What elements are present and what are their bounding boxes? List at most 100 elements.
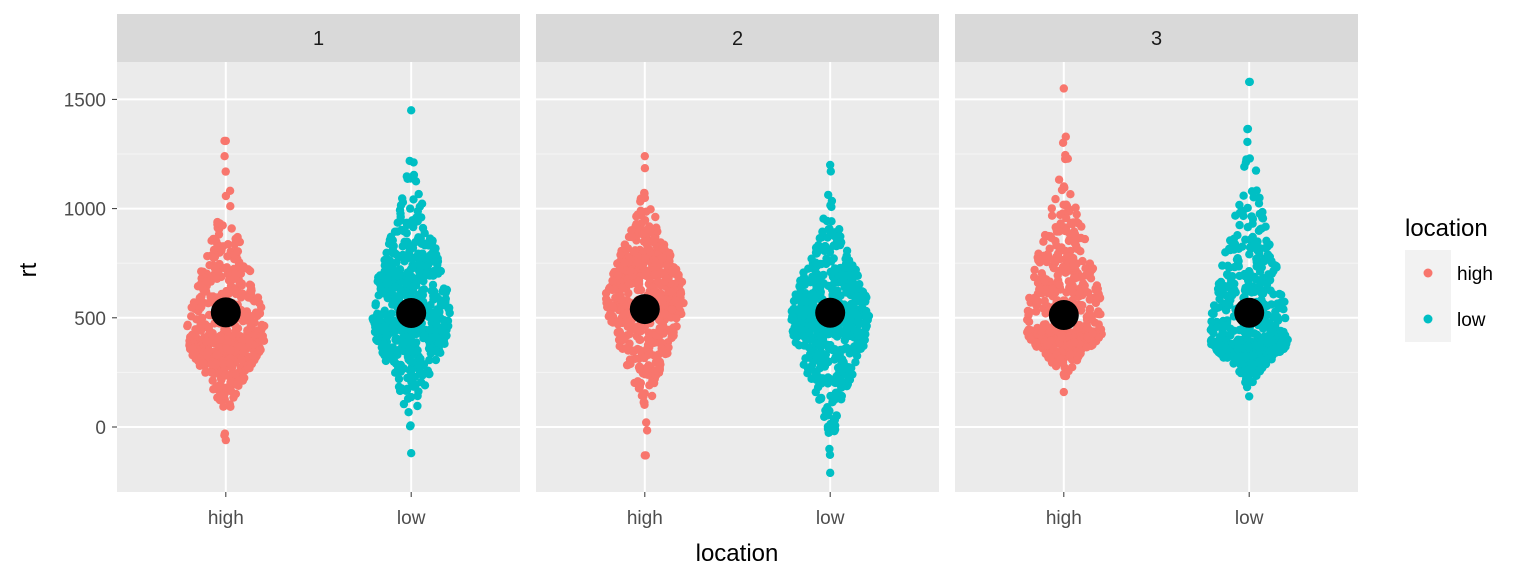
data-point [643, 244, 652, 254]
data-point [626, 266, 635, 276]
x-axis-title: location [696, 540, 779, 567]
data-point [1058, 138, 1068, 147]
data-point [245, 337, 254, 346]
data-point [381, 356, 391, 366]
data-point [831, 265, 841, 274]
data-point [1255, 209, 1265, 219]
legend-label-low: low [1457, 310, 1486, 331]
data-point [221, 136, 231, 146]
data-point [416, 354, 425, 364]
data-point [1088, 329, 1097, 338]
data-point [618, 335, 628, 345]
data-point [1243, 223, 1253, 232]
data-point [1214, 288, 1223, 297]
data-point [229, 286, 239, 295]
data-point [668, 266, 677, 275]
data-point [1024, 310, 1033, 320]
data-point [822, 259, 831, 269]
data-point [380, 261, 389, 270]
data-point [393, 271, 402, 281]
mean-point [815, 297, 846, 328]
data-point [1039, 237, 1048, 246]
facet-panels: 1 high low 2 high low 3 high low [117, 14, 1358, 529]
data-point [1255, 357, 1264, 366]
data-point [1242, 382, 1252, 392]
data-point [1281, 313, 1290, 323]
data-point [428, 280, 438, 290]
data-point [198, 313, 207, 323]
data-point [662, 274, 672, 283]
data-point [392, 258, 401, 267]
data-point [1239, 211, 1248, 221]
data-point [635, 362, 644, 371]
x-tick-label: high [208, 508, 244, 529]
data-point [239, 310, 249, 319]
swarm-3-high [1022, 84, 1106, 397]
data-point [658, 253, 667, 263]
data-point [373, 336, 382, 346]
data-point [852, 309, 861, 318]
data-point [658, 295, 667, 304]
data-point [1072, 356, 1082, 365]
data-point [212, 274, 222, 283]
data-point [1229, 245, 1239, 254]
data-point [1060, 371, 1069, 381]
data-point [1066, 218, 1076, 228]
data-point [1248, 351, 1257, 360]
data-point [187, 312, 196, 321]
data-point [1255, 193, 1264, 202]
data-point [1041, 349, 1050, 358]
data-point [1272, 263, 1281, 272]
data-point [419, 276, 428, 286]
data-point [1255, 365, 1265, 374]
data-point [233, 380, 242, 389]
data-point [196, 280, 205, 290]
data-point [636, 327, 645, 336]
data-point [402, 386, 412, 395]
data-point [660, 309, 669, 319]
data-point [640, 389, 649, 398]
data-point [615, 329, 625, 338]
data-point [202, 277, 211, 286]
data-point [859, 319, 868, 328]
data-point [436, 339, 445, 348]
data-point [414, 189, 423, 199]
data-point [1212, 337, 1222, 346]
data-point [253, 293, 263, 302]
data-point [806, 335, 816, 344]
data-point [1233, 231, 1242, 240]
data-point [837, 395, 846, 404]
data-point [1243, 203, 1252, 213]
data-point [1261, 359, 1271, 369]
data-point [216, 391, 226, 400]
data-point [640, 151, 650, 161]
data-point [1266, 286, 1275, 295]
data-point [1263, 338, 1272, 348]
data-point [632, 219, 641, 229]
data-point [646, 336, 655, 346]
data-point [640, 164, 650, 173]
data-point [1070, 274, 1080, 283]
data-point [220, 429, 230, 438]
data-point [1096, 310, 1105, 319]
data-point [620, 258, 629, 268]
data-point [379, 339, 389, 349]
data-point [209, 385, 218, 394]
data-point [418, 371, 427, 380]
data-point [223, 252, 232, 261]
data-point [824, 190, 833, 200]
data-point [408, 330, 418, 339]
data-point [1072, 210, 1081, 219]
data-point [1228, 291, 1237, 300]
data-point [832, 288, 841, 297]
data-point [429, 295, 438, 304]
data-point [677, 277, 687, 287]
data-point [861, 291, 870, 300]
data-point [1047, 211, 1057, 220]
data-point [1251, 166, 1261, 175]
data-point [416, 378, 426, 387]
data-point [788, 312, 797, 321]
data-point [629, 247, 639, 256]
data-point [393, 350, 402, 359]
facet-strip-label: 1 [313, 28, 324, 50]
